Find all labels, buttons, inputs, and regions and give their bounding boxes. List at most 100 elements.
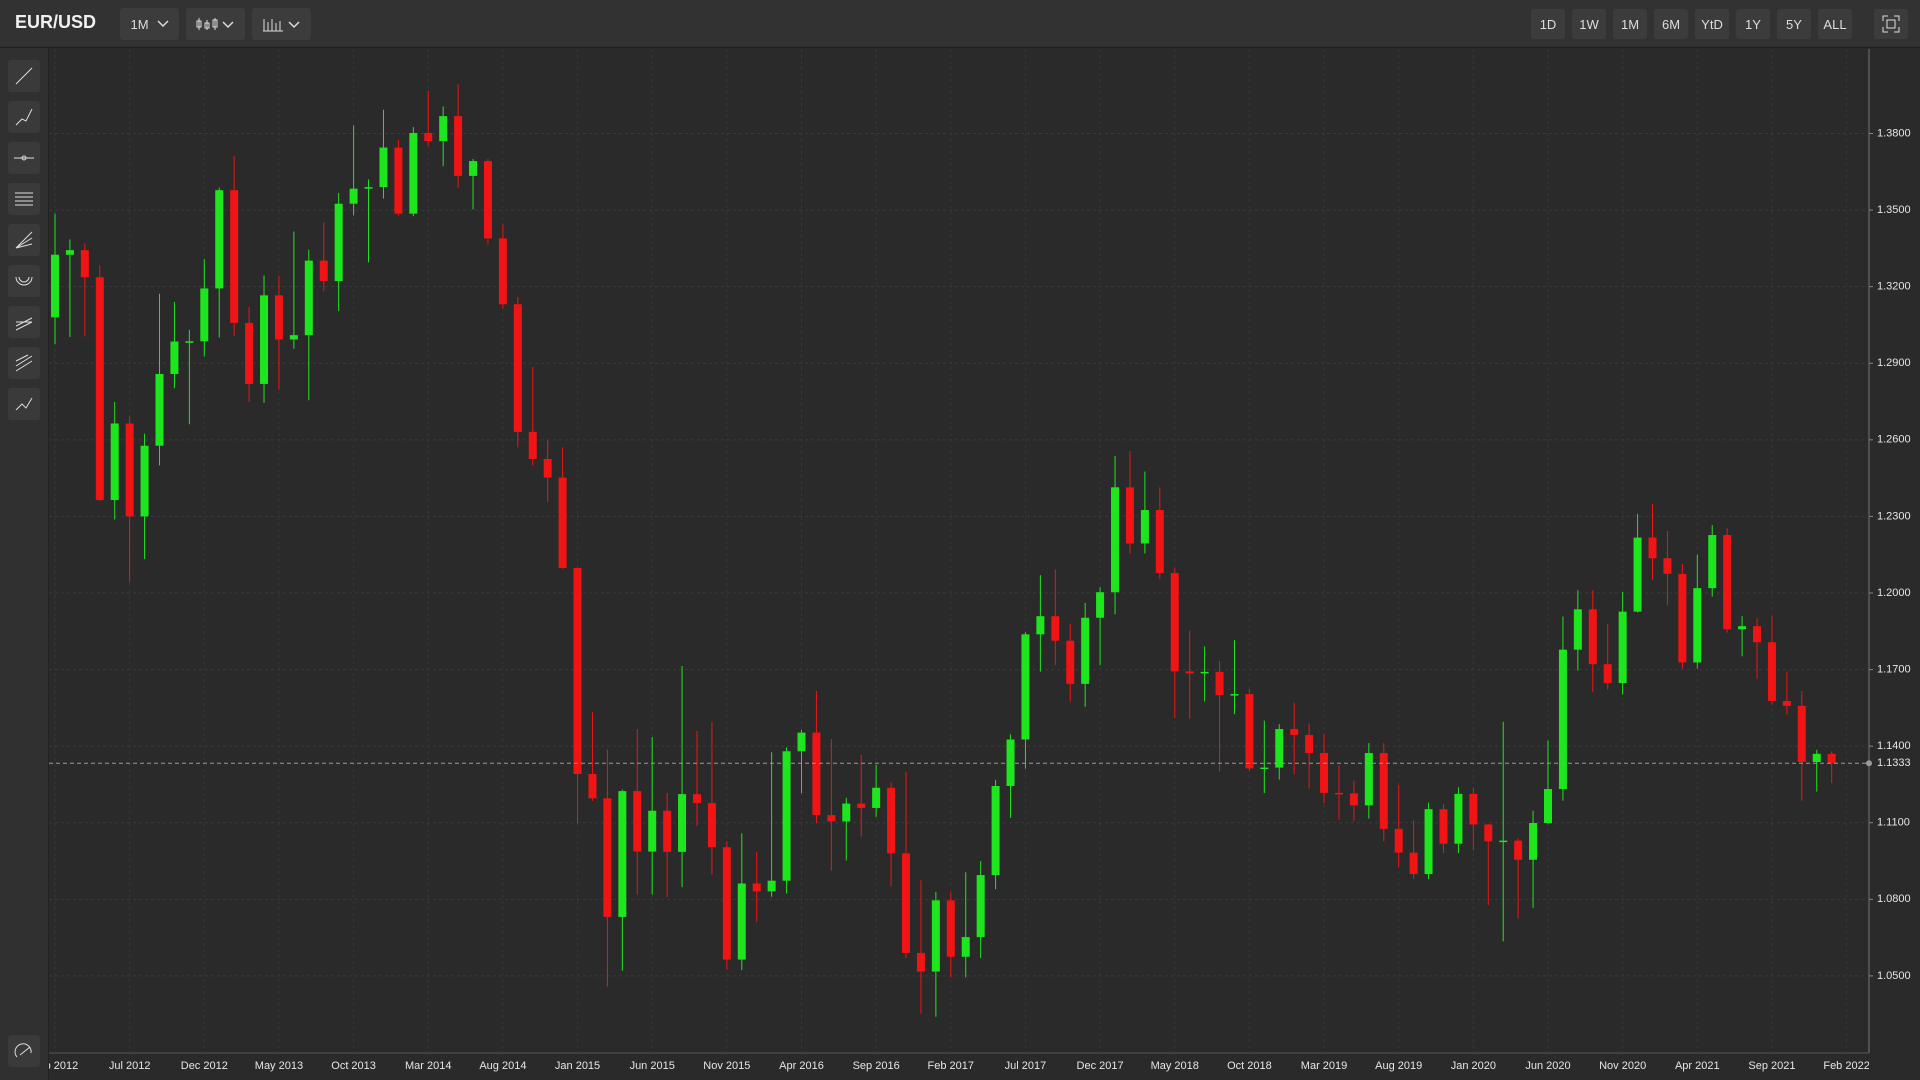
candle-body (1767, 642, 1776, 701)
candle-body (1544, 789, 1552, 823)
candle-body (737, 883, 746, 960)
candle-body (1140, 510, 1149, 544)
candle-body (857, 803, 866, 808)
tool-icon (15, 276, 33, 286)
indicator-dropdown[interactable] (252, 8, 311, 40)
candle-body (1155, 510, 1164, 574)
candle-body (483, 161, 492, 239)
candle-body (916, 952, 925, 972)
candle-body (1245, 694, 1254, 769)
candle-body (1305, 734, 1314, 754)
candle-body (498, 238, 507, 305)
candle-body (663, 810, 672, 852)
tool-icon (15, 317, 33, 331)
candle-body (1648, 537, 1657, 559)
candle-body (1529, 822, 1538, 860)
candle-body (752, 883, 761, 892)
candle-body (289, 335, 298, 340)
candle-body (51, 254, 59, 318)
x-tick-label: May 2018 (1151, 1060, 1199, 1072)
drawing-tool[interactable] (8, 60, 40, 92)
candle-body (692, 794, 701, 804)
candle-body (1349, 793, 1358, 806)
tool-icon (15, 192, 33, 206)
drawing-tool[interactable] (8, 388, 40, 420)
range-button[interactable]: 1W (1572, 9, 1606, 39)
candle-body (1260, 767, 1269, 770)
candle-body (170, 341, 179, 374)
candle-body (1454, 793, 1463, 844)
x-tick-label: Aug 2019 (1375, 1060, 1422, 1072)
settings-tool[interactable] (8, 1035, 40, 1067)
range-button[interactable]: 1M (1613, 9, 1647, 39)
y-tick-label: 1.3500 (1877, 204, 1911, 216)
candle-body (65, 250, 74, 255)
candle-body (902, 853, 911, 953)
candle-body (1036, 616, 1045, 635)
drawing-tool[interactable] (8, 224, 40, 256)
y-tick-label: 1.3200 (1877, 281, 1911, 293)
candle-body (618, 791, 627, 917)
x-tick-label: Jan 2015 (555, 1060, 600, 1072)
candle-body (961, 937, 970, 957)
candle-body (1275, 729, 1284, 768)
candle-body (155, 373, 164, 446)
y-tick-label: 1.1700 (1877, 663, 1911, 675)
candle-body (513, 304, 522, 432)
candle-body (1588, 609, 1597, 665)
candle-icon (196, 18, 234, 30)
range-button[interactable]: ALL (1818, 9, 1852, 39)
drawing-tool[interactable] (8, 306, 40, 338)
x-tick-label: Dec 2012 (181, 1060, 228, 1072)
top-bar: EUR/USD 1M 1D 1W 1M 6M YtD 1Y 5Y ALL (0, 0, 1920, 48)
drawing-tool[interactable] (8, 347, 40, 379)
symbol: EUR/USD (15, 12, 97, 32)
candle-body (304, 260, 313, 336)
candle-body (1678, 573, 1687, 663)
candle-body (1006, 739, 1015, 786)
tool-icon (15, 108, 33, 126)
candle-body (1125, 487, 1134, 544)
x-tick-label: Nov 2015 (703, 1060, 750, 1072)
candle-body (1633, 537, 1642, 612)
y-tick-label: 1.1100 (1877, 817, 1910, 829)
candle-body (722, 847, 731, 960)
chart-type-dropdown[interactable] (186, 8, 245, 40)
range-button[interactable]: 6M (1654, 9, 1688, 39)
drawing-tool[interactable] (8, 183, 40, 215)
interval: 1M (130, 16, 149, 32)
drawing-tool[interactable] (8, 142, 40, 174)
candle-body (991, 785, 1000, 876)
fullscreen-button[interactable] (1874, 9, 1908, 39)
candle-body (1170, 573, 1179, 672)
candle-body (1439, 809, 1448, 844)
y-tick-label: 1.2900 (1877, 357, 1911, 369)
x-tick-label: Jun 2015 (630, 1060, 675, 1072)
candle-body (349, 188, 358, 204)
last-price-dot (1866, 760, 1872, 767)
candle-body (1379, 753, 1388, 829)
range-button[interactable]: 1D (1531, 9, 1565, 39)
tool-icon (14, 1043, 32, 1058)
candle-body (80, 250, 89, 278)
candle-body (379, 147, 388, 188)
x-tick-label: Oct 2018 (1227, 1060, 1272, 1072)
candle-body (1663, 558, 1672, 574)
candle-body (319, 260, 328, 282)
candle-body (424, 132, 433, 142)
candle-body (409, 132, 418, 214)
candle-body (125, 423, 134, 517)
candle-body (827, 815, 836, 822)
drawing-tool[interactable] (8, 265, 40, 297)
tool-icon (15, 231, 33, 249)
range-button[interactable]: 5Y (1777, 9, 1811, 39)
drawing-tool[interactable] (8, 101, 40, 133)
tool-icon (14, 155, 34, 161)
x-tick-label: Mar 2019 (1301, 1060, 1347, 1072)
interval-dropdown[interactable]: 1M (120, 8, 179, 40)
range-button[interactable]: YtD (1695, 9, 1729, 39)
range-button[interactable]: 1Y (1736, 9, 1770, 39)
x-tick-label: Sep 2021 (1748, 1060, 1795, 1072)
